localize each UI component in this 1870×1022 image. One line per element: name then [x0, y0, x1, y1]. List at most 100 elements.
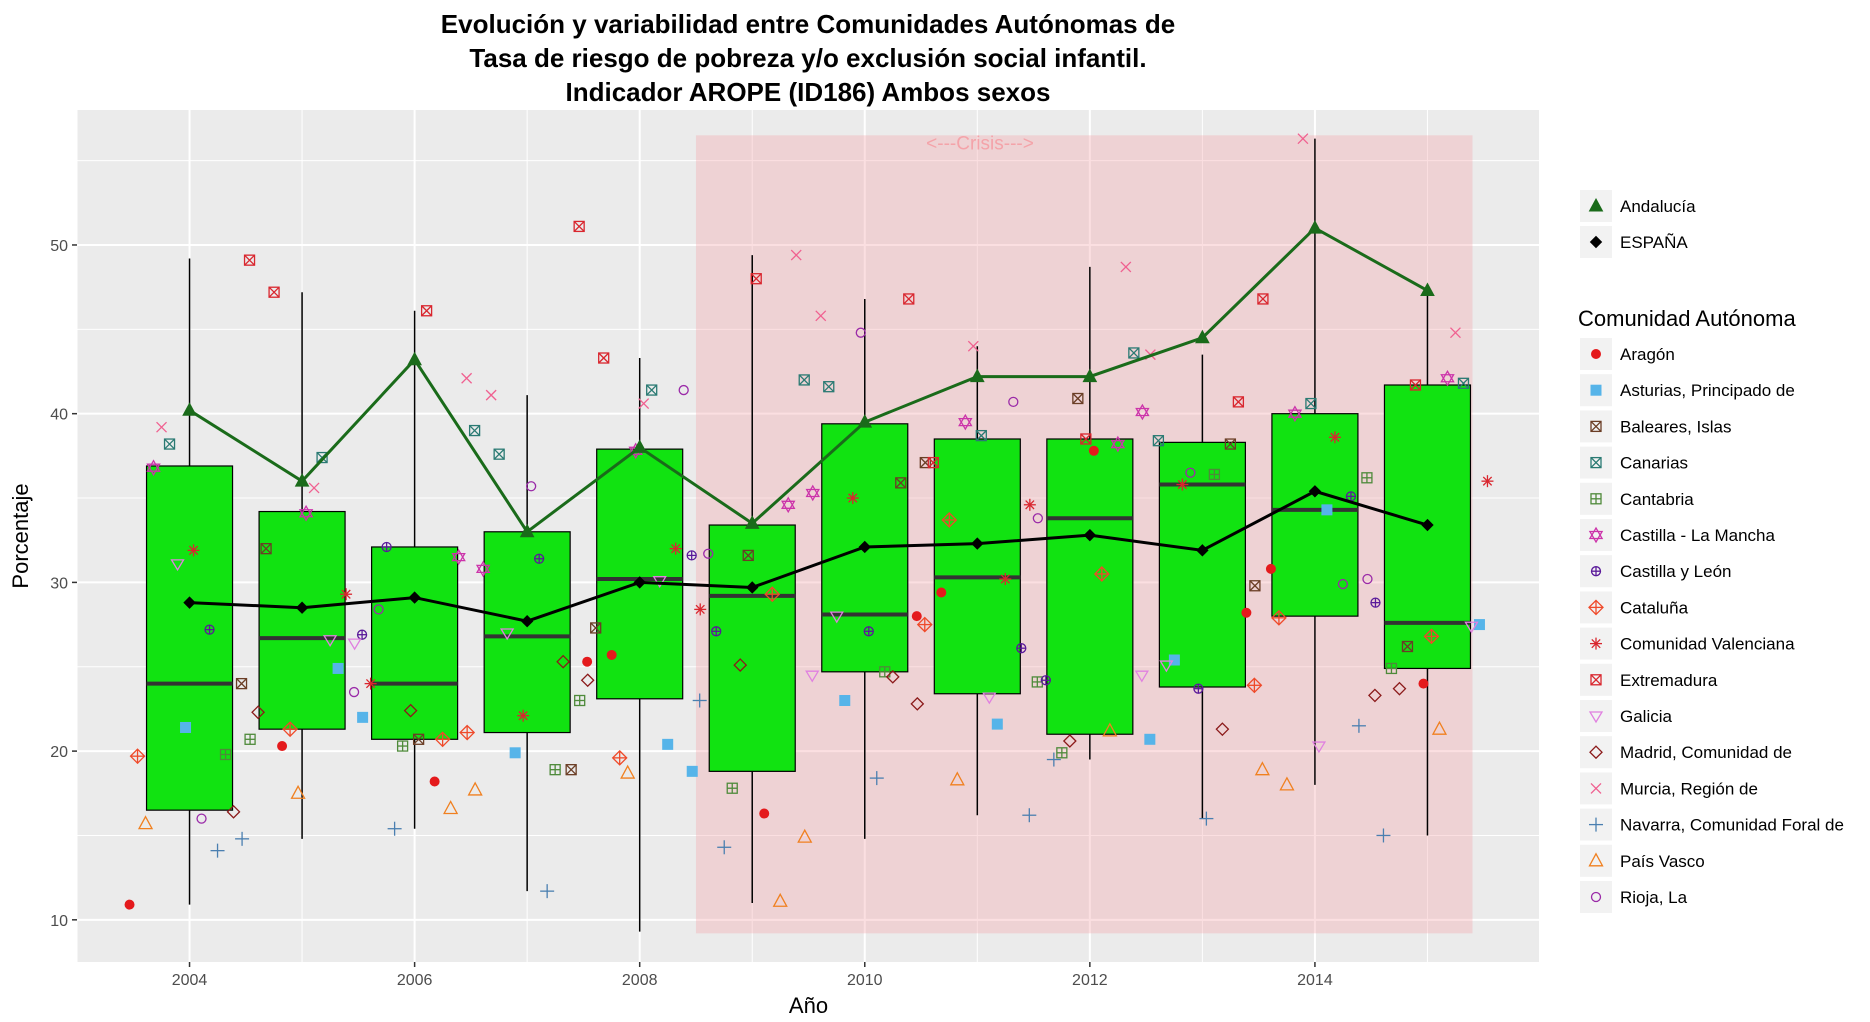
point-canarias-2015: [1457, 377, 1470, 389]
point-baleares-islas-2006: [412, 733, 425, 745]
point-pais-vasco-2009: [772, 892, 788, 907]
point-aragon-2004: [124, 899, 135, 910]
point-asturias-principado-de-2004: [180, 721, 192, 733]
point-madrid-comunidad-de-2008: [580, 673, 595, 688]
point-murcia-region-de-2008: [638, 398, 650, 410]
svg-text:Murcia, Región de: Murcia, Región de: [1620, 779, 1758, 798]
legend-item-aragon: Aragón: [1580, 338, 1675, 370]
point-castilla-y-leon-2004: [204, 624, 215, 635]
line-point-andalucia-2004: [182, 402, 197, 416]
point-asturias-principado-de-2014: [1321, 504, 1333, 516]
legend-item-galicia: Galicia: [1580, 700, 1673, 732]
point-cantabria-2010: [879, 666, 891, 678]
point-pais-vasco-2008: [620, 764, 636, 779]
box-2007: [483, 531, 571, 734]
point-asturias-principado-de-2006: [357, 711, 369, 723]
box-2012: [1046, 438, 1134, 735]
point-baleares-islas-2005: [260, 543, 272, 555]
point-aragon-2005: [277, 741, 288, 752]
point-murcia-region-de-2010: [815, 310, 827, 322]
line-point-andalucia-2008: [632, 439, 648, 453]
point-comunidad-valenciana-2004: [187, 544, 200, 557]
svg-text:Canarias: Canarias: [1620, 454, 1688, 473]
point-cataluna-2007: [459, 724, 476, 741]
point-rioja-la-2006: [373, 604, 384, 615]
point-cataluna-2011: [941, 512, 958, 528]
point-castilla-y-leon-2014: [1345, 491, 1357, 502]
point-navarra-comunidad-foral-de-2012: [1046, 752, 1061, 767]
x-tick-label-2006: 2006: [397, 972, 433, 989]
point-madrid-comunidad-de-2004: [226, 804, 241, 819]
point-rioja-la-2010: [855, 327, 866, 338]
point-navarra-comunidad-foral-de-2007: [540, 884, 555, 899]
x-tick-label-2004: 2004: [172, 972, 208, 989]
point-canarias-2012: [1128, 347, 1140, 359]
region-points: [124, 133, 1494, 910]
point-castilla-y-leon-2006: [381, 541, 392, 553]
point-pais-vasco-2015: [1431, 720, 1448, 735]
point-aragon-2007: [582, 656, 593, 667]
point-navarra-comunidad-foral-de-2014: [1351, 718, 1366, 733]
point-aragon-2012: [1088, 445, 1099, 456]
point-pais-vasco-2007: [467, 781, 483, 796]
point-asturias-principado-de-2012: [1144, 733, 1156, 745]
line-point-andalucia-2011: [969, 368, 985, 383]
line-point-andalucia-2012: [1082, 368, 1098, 383]
point-rioja-la-2007: [526, 481, 537, 492]
point-castilla-la-mancha-2010: [805, 484, 820, 502]
line-point-espana-2015: [1421, 518, 1434, 532]
box-2014: [1271, 413, 1359, 617]
svg-text:Navarra, Comunidad Foral de: Navarra, Comunidad Foral de: [1620, 816, 1844, 835]
point-murcia-region-de-2007: [485, 389, 497, 401]
svg-text:Madrid, Comunidad de: Madrid, Comunidad de: [1620, 743, 1792, 762]
point-baleares-islas-2012: [1072, 392, 1084, 405]
point-madrid-comunidad-de-2010: [885, 669, 900, 684]
line-point-espana-2009: [746, 581, 759, 594]
point-cataluna-2012: [1093, 566, 1110, 582]
point-murcia-region-de-2009: [790, 249, 802, 261]
point-cataluna-2008: [611, 749, 628, 766]
svg-text:Andalucía: Andalucía: [1620, 197, 1696, 216]
legend-item-extremadura: Extremadura: [1580, 663, 1718, 696]
svg-text:País Vasco: País Vasco: [1620, 852, 1705, 871]
point-castilla-la-mancha-2006: [451, 548, 466, 566]
line-point-andalucia-2013: [1195, 329, 1210, 344]
line-point-espana-2004: [183, 596, 196, 609]
point-comunidad-valenciana-2011: [999, 573, 1012, 586]
point-comunidad-valenciana-2012: [1023, 498, 1036, 511]
point-cantabria-2013: [1208, 468, 1221, 481]
point-madrid-comunidad-de-2014: [1368, 688, 1382, 703]
point-castilla-la-mancha-2013: [1135, 403, 1150, 421]
point-comunidad-valenciana-2013: [1176, 478, 1189, 491]
point-madrid-comunidad-de-2015: [1392, 681, 1407, 696]
svg-text:Galicia: Galicia: [1620, 707, 1673, 726]
point-rioja-la-2009: [703, 548, 714, 559]
point-murcia-region-de-2012: [1120, 261, 1132, 273]
point-navarra-comunidad-foral-de-2008: [692, 693, 707, 708]
chart-title-line-3: Indicador AROPE (ID186) Ambos sexos: [566, 77, 1051, 107]
legend-item-castilla-la-mancha: Castilla - La Mancha: [1580, 519, 1776, 551]
point-pais-vasco-2004: [137, 815, 154, 830]
point-madrid-comunidad-de-2013: [1215, 722, 1230, 737]
point-baleares-islas-2010: [895, 477, 907, 489]
legend-item-navarra-comunidad-foral-de: Navarra, Comunidad Foral de: [1580, 808, 1844, 841]
point-navarra-comunidad-foral-de-2004: [210, 843, 225, 858]
line-point-espana-2012: [1083, 528, 1097, 542]
point-asturias-principado-de-2008: [662, 738, 674, 750]
point-comunidad-valenciana-2010: [846, 492, 859, 505]
legend-item-castilla-y-leon: Castilla y León: [1580, 555, 1732, 588]
box-2004: [145, 465, 234, 811]
x-tick-label-2014: 2014: [1297, 972, 1333, 989]
point-castilla-la-mancha-2007: [475, 560, 491, 578]
point-murcia-region-de-2005: [308, 482, 320, 494]
point-comunidad-valenciana-2006: [364, 677, 377, 690]
point-extremadura-2005: [268, 286, 280, 298]
point-murcia-region-de-2011: [967, 340, 979, 352]
line-andalucia: [188, 226, 1429, 534]
line-point-espana-2011: [971, 537, 984, 550]
point-cantabria-2015: [1385, 662, 1398, 675]
point-baleares-islas-2013: [1224, 438, 1237, 450]
point-castilla-y-leon-2007: [534, 553, 545, 564]
point-pais-vasco-2013: [1254, 761, 1270, 776]
